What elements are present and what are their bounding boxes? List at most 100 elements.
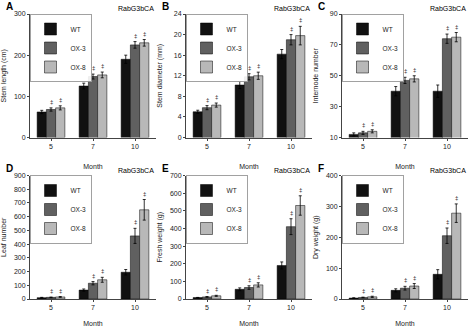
svg-text:7: 7 (247, 143, 251, 150)
svg-text:‡: ‡ (413, 275, 416, 281)
svg-text:‡: ‡ (248, 65, 251, 71)
svg-text:‡: ‡ (215, 286, 218, 292)
svg-text:10: 10 (131, 143, 139, 150)
svg-text:5: 5 (361, 143, 365, 150)
svg-text:‡: ‡ (50, 99, 53, 105)
svg-text:10: 10 (443, 304, 451, 311)
svg-text:‡: ‡ (404, 68, 407, 74)
svg-text:7: 7 (403, 143, 407, 150)
svg-text:‡: ‡ (362, 288, 365, 294)
svg-text:0: 0 (178, 295, 182, 302)
svg-text:‡: ‡ (101, 268, 104, 274)
svg-text:7: 7 (247, 304, 251, 311)
svg-text:600: 600 (170, 190, 182, 197)
svg-text:‡: ‡ (455, 24, 458, 30)
svg-text:‡: ‡ (446, 25, 449, 31)
svg-text:100: 100 (326, 265, 338, 272)
svg-text:10: 10 (287, 304, 295, 311)
svg-text:30: 30 (330, 103, 338, 110)
svg-text:Fresh weight (g): Fresh weight (g) (156, 212, 164, 263)
svg-text:OX-3: OX-3 (71, 45, 87, 52)
svg-text:Month: Month (239, 163, 259, 170)
svg-text:‡: ‡ (248, 277, 251, 283)
svg-text:‡: ‡ (446, 219, 449, 225)
svg-text:16: 16 (174, 52, 182, 59)
svg-text:OX-3: OX-3 (71, 206, 87, 213)
svg-text:7: 7 (403, 304, 407, 311)
svg-text:Month: Month (239, 320, 259, 327)
svg-text:OX-3: OX-3 (383, 206, 399, 213)
svg-text:‡: ‡ (59, 97, 62, 103)
svg-text:5: 5 (205, 143, 209, 150)
svg-text:OX-3: OX-3 (227, 206, 243, 213)
svg-text:WT: WT (227, 187, 237, 194)
svg-text:90: 90 (330, 10, 338, 17)
svg-text:0: 0 (334, 295, 338, 302)
svg-text:70: 70 (330, 41, 338, 48)
svg-text:200: 200 (14, 268, 26, 275)
svg-text:8: 8 (178, 93, 182, 100)
svg-text:500: 500 (14, 227, 26, 234)
svg-text:7: 7 (91, 143, 95, 150)
svg-text:5: 5 (205, 304, 209, 311)
svg-text:A: A (6, 1, 13, 12)
svg-text:Month: Month (395, 163, 415, 170)
svg-text:Stem length (cm): Stem length (cm) (0, 49, 8, 102)
svg-text:300: 300 (326, 203, 338, 210)
svg-text:200: 200 (170, 260, 182, 267)
svg-text:20: 20 (174, 31, 182, 38)
svg-text:200: 200 (326, 234, 338, 241)
svg-text:600: 600 (14, 213, 26, 220)
svg-text:‡: ‡ (143, 191, 146, 197)
svg-text:Leaf number: Leaf number (0, 217, 7, 257)
svg-text:RabG3bCA: RabG3bCA (118, 167, 154, 174)
svg-text:12: 12 (174, 72, 182, 79)
svg-text:50: 50 (330, 72, 338, 79)
svg-text:900: 900 (14, 172, 26, 179)
svg-text:‡: ‡ (362, 122, 365, 128)
svg-text:‡: ‡ (59, 288, 62, 294)
svg-text:0: 0 (22, 134, 26, 141)
svg-text:Month: Month (83, 320, 103, 327)
svg-text:RabG3bCA: RabG3bCA (430, 167, 466, 174)
svg-text:‡: ‡ (92, 65, 95, 71)
svg-text:400: 400 (14, 241, 26, 248)
svg-text:10: 10 (330, 134, 338, 141)
svg-text:7: 7 (91, 304, 95, 311)
svg-text:OX-8: OX-8 (71, 225, 87, 232)
svg-text:10: 10 (287, 143, 295, 150)
svg-text:300: 300 (170, 243, 182, 250)
svg-text:WT: WT (227, 26, 237, 33)
svg-text:100: 100 (14, 282, 26, 289)
svg-text:RabG3bCA: RabG3bCA (118, 5, 154, 12)
svg-text:‡: ‡ (50, 288, 53, 294)
svg-text:OX-8: OX-8 (227, 64, 243, 71)
svg-text:OX-3: OX-3 (383, 45, 399, 52)
svg-text:‡: ‡ (371, 121, 374, 127)
svg-text:E: E (162, 163, 169, 174)
svg-text:‡: ‡ (134, 33, 137, 39)
svg-text:Month: Month (83, 163, 103, 170)
svg-text:OX-8: OX-8 (71, 64, 87, 71)
svg-text:300: 300 (14, 254, 26, 261)
svg-text:700: 700 (14, 199, 26, 206)
svg-text:WT: WT (71, 26, 81, 33)
svg-text:‡: ‡ (404, 277, 407, 283)
svg-text:RabG3bCA: RabG3bCA (274, 167, 310, 174)
svg-text:OX-3: OX-3 (227, 45, 243, 52)
svg-text:‡: ‡ (206, 288, 209, 294)
svg-text:‡: ‡ (257, 274, 260, 280)
svg-text:D: D (6, 163, 13, 174)
svg-text:100: 100 (170, 278, 182, 285)
svg-text:‡: ‡ (257, 63, 260, 69)
svg-text:Month: Month (395, 320, 415, 327)
svg-text:Internode number: Internode number (312, 47, 319, 103)
svg-text:OX-8: OX-8 (383, 64, 399, 71)
svg-text:C: C (318, 1, 325, 12)
svg-text:‡: ‡ (134, 219, 137, 225)
svg-text:‡: ‡ (299, 17, 302, 23)
svg-text:Stem diameter (mm): Stem diameter (mm) (156, 44, 164, 108)
svg-text:‡: ‡ (413, 67, 416, 73)
svg-text:‡: ‡ (215, 94, 218, 100)
svg-text:OX-8: OX-8 (383, 225, 399, 232)
